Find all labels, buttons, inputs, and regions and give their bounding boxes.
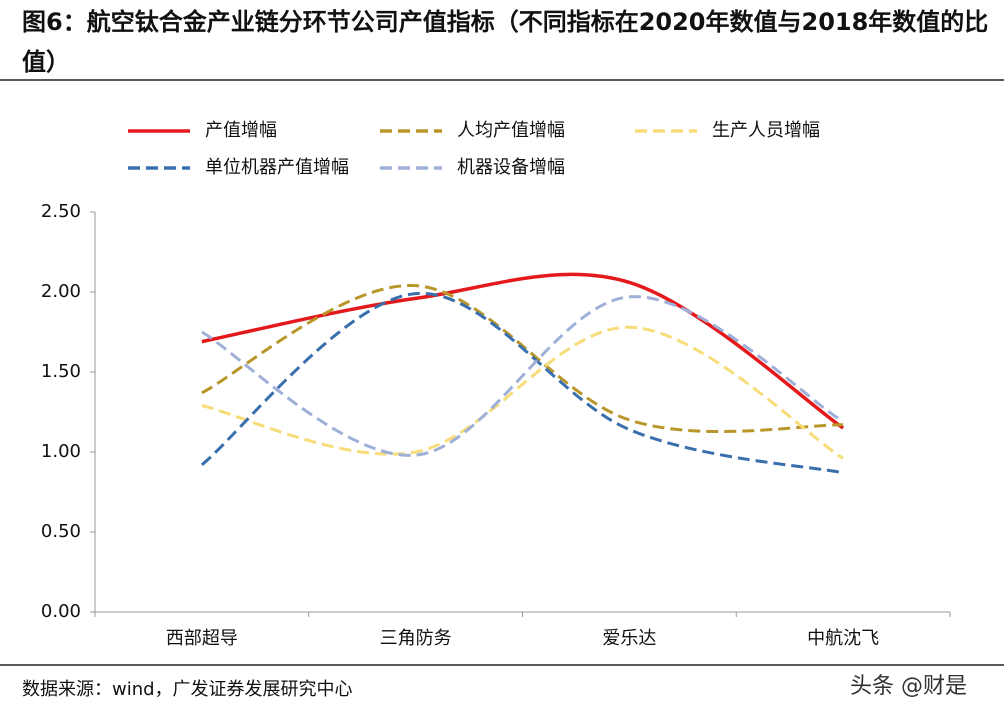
legend-label: 机器设备增幅 [457,157,565,178]
y-tick-label: 0.50 [41,521,81,542]
x-tick-label: 西部超导 [166,628,238,649]
x-tick-label: 中航沈飞 [807,628,879,649]
y-tick-label: 1.00 [41,441,81,462]
legend-label: 产值增幅 [205,120,277,141]
source: 数据来源：wind，广发证券发展研究中心 [22,679,353,700]
y-tick-label: 0.00 [41,601,81,622]
x-tick-label: 爱乐达 [602,628,656,649]
y-tick-label: 1.50 [41,361,81,382]
chart-title: 图6：航空钛合金产业链分环节公司产值指标（不同指标在2020年数值与2018年数… [22,8,989,76]
legend-label: 人均产值增幅 [457,120,565,141]
series-line [201,284,844,433]
legend-label: 单位机器产值增幅 [205,157,349,178]
x-tick-label: 三角防务 [380,628,452,649]
y-tick-label: 2.50 [41,201,81,222]
y-tick-label: 2.00 [41,281,81,302]
legend-label: 生产人员增幅 [712,120,820,141]
watermark: 头条 @财是 [850,674,967,699]
series-line [201,295,844,457]
series-line [201,272,845,430]
